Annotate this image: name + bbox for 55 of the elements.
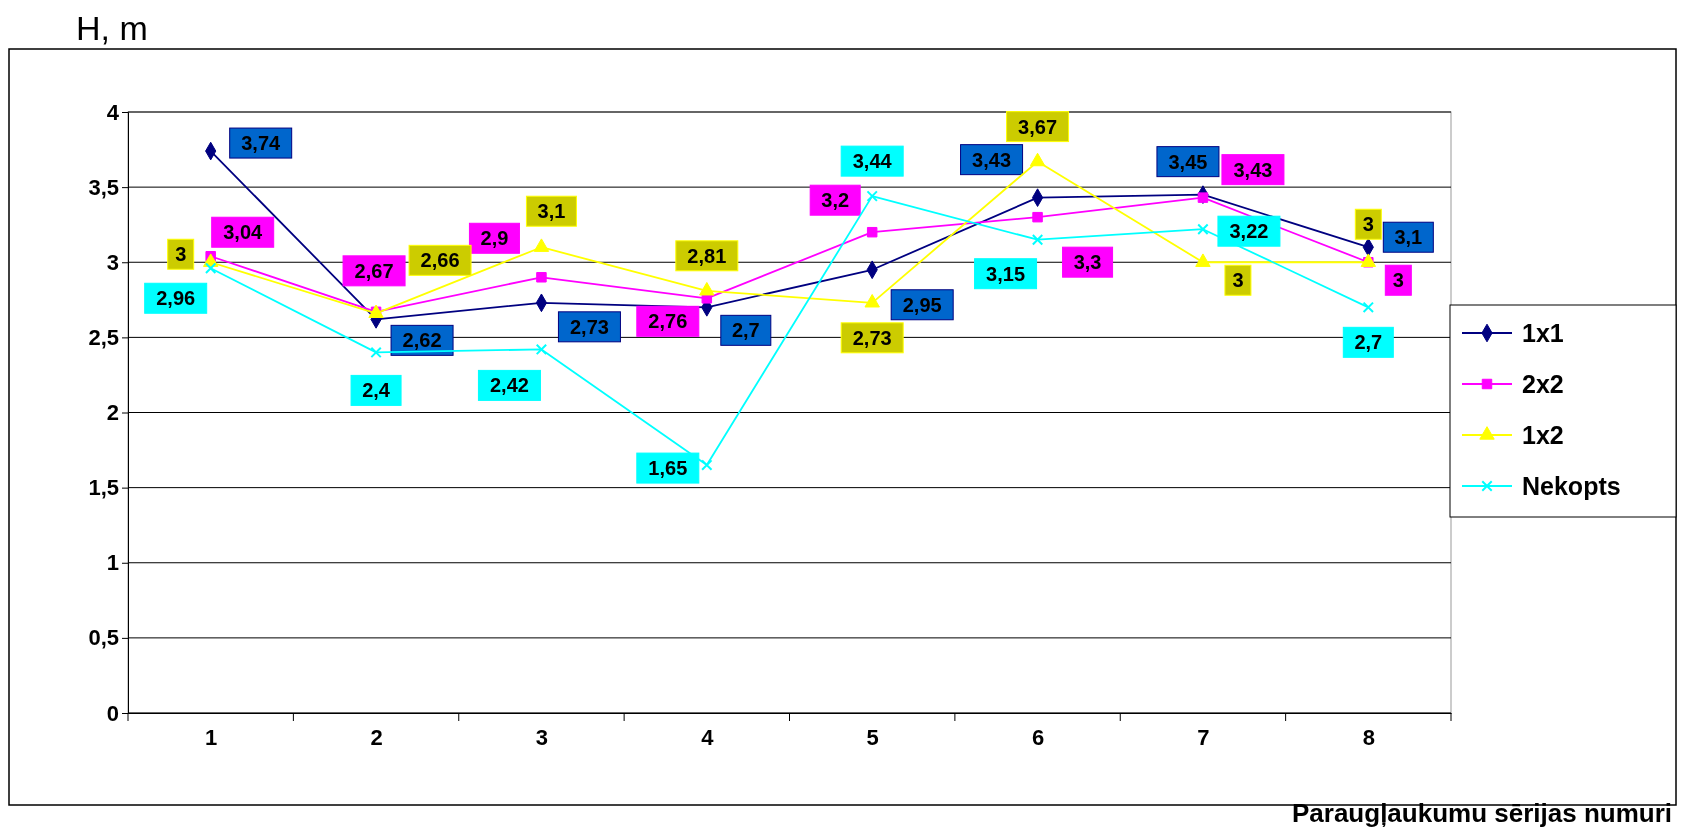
data-label: 3,1 [537, 200, 566, 223]
data-label: 3,3 [1073, 251, 1102, 274]
x-tick-label: 5 [866, 724, 879, 750]
data-label: 1,65 [648, 457, 688, 480]
data-label: 2,73 [852, 326, 892, 349]
data-label: 3,2 [821, 189, 850, 212]
data-label: 3,43 [1233, 158, 1273, 181]
x-tick-label: 8 [1362, 724, 1375, 750]
data-label: 2,67 [354, 259, 394, 282]
y-tick-label: 3,5 [88, 174, 119, 200]
data-label: 2,96 [156, 287, 196, 310]
data-label: 2,7 [731, 319, 760, 342]
data-label: 3,74 [241, 132, 282, 155]
y-tick-label: 0 [106, 700, 119, 726]
data-label: 3 [1362, 213, 1374, 236]
data-label: 3,43 [972, 148, 1012, 171]
x-tick-label: 3 [535, 724, 549, 750]
data-label: 2,76 [648, 310, 688, 333]
legend-label: 2x2 [1522, 370, 1564, 398]
data-label: 2,81 [687, 244, 727, 267]
data-label: 3,44 [852, 150, 893, 173]
legend-label: 1x1 [1522, 319, 1564, 347]
y-tick-label: 2 [106, 400, 119, 426]
data-label: 2,9 [480, 227, 509, 250]
legend-label: Nekopts [1522, 472, 1621, 500]
y-tick-label: 0,5 [88, 625, 119, 651]
data-label: 2,7 [1354, 331, 1383, 354]
data-label: 2,95 [902, 293, 942, 316]
y-tick-label: 2,5 [88, 324, 119, 350]
data-label: 2,66 [420, 249, 460, 272]
data-label: 3 [1232, 269, 1244, 292]
data-label: 2,73 [569, 315, 609, 338]
x-axis-title: Paraugļaukumu sērijas numuri [1291, 798, 1672, 827]
y-tick-label: 3 [106, 249, 119, 275]
data-label: 2,62 [402, 329, 442, 352]
x-tick-label: 2 [370, 724, 383, 750]
x-tick-label: 6 [1031, 724, 1045, 750]
data-label: 2,42 [489, 374, 529, 397]
data-label: 3,67 [1018, 115, 1058, 138]
data-label: 2,4 [362, 379, 391, 402]
y-tick-label: 4 [106, 99, 120, 125]
x-tick-label: 7 [1197, 724, 1210, 750]
data-label: 3,1 [1394, 226, 1423, 249]
y-tick-label: 1,5 [88, 475, 119, 501]
data-label: 3,04 [223, 221, 264, 244]
data-label: 3,22 [1229, 220, 1269, 243]
data-label: 3,45 [1168, 150, 1208, 173]
y-tick-label: 1 [106, 550, 119, 576]
y-axis-title: H, m [76, 9, 148, 47]
x-tick-label: 4 [701, 724, 715, 750]
data-label: 3 [175, 243, 187, 266]
legend-label: 1x2 [1522, 421, 1564, 449]
data-label: 3 [1392, 269, 1404, 292]
x-tick-label: 1 [205, 724, 218, 750]
data-label: 3,15 [986, 262, 1026, 285]
